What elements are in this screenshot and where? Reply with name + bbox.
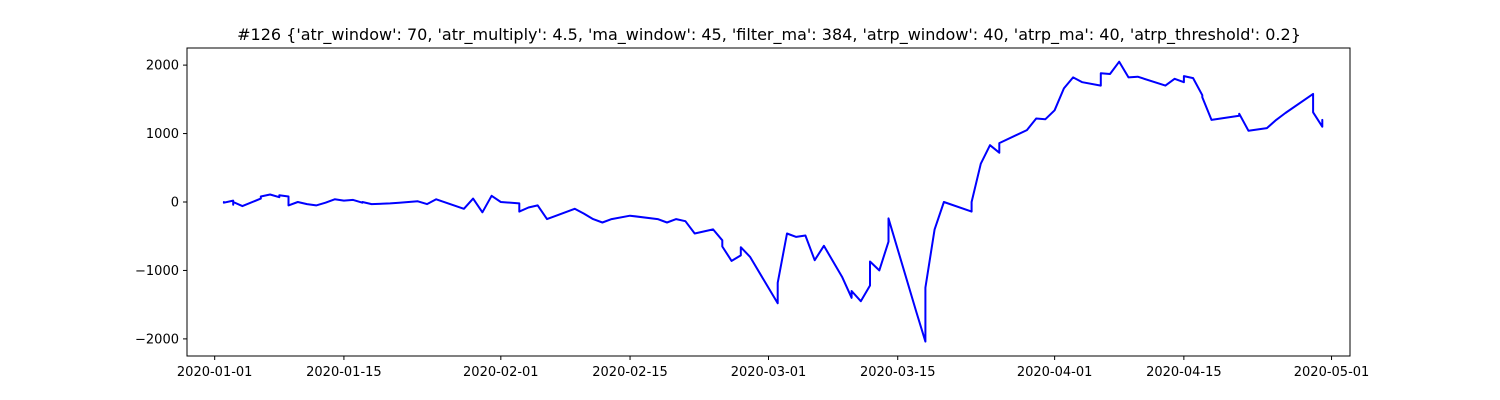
- y-tick-label: 1000: [146, 127, 179, 142]
- x-tick-label: 2020-04-01: [1017, 365, 1093, 380]
- y-tick-label: 2000: [146, 59, 179, 74]
- y-tick-label: 0: [171, 196, 179, 211]
- x-tick-label: 2020-01-01: [177, 365, 253, 380]
- x-tick-label: 2020-01-15: [306, 365, 382, 380]
- plot-frame: [186, 47, 1351, 357]
- x-tick-label: 2020-04-15: [1146, 365, 1222, 380]
- x-tick-label: 2020-02-15: [592, 365, 668, 380]
- x-axis-ticks: 2020-01-01 2020-01-15 2020-02-01 2020-02-15…: [177, 356, 1369, 380]
- chart-title: #126 {'atr_window': 70, 'atr_multiply': …: [237, 25, 1301, 45]
- y-tick-label: −2000: [135, 332, 179, 347]
- series-layer: [222, 60, 1324, 343]
- series-line: [222, 60, 1324, 343]
- y-tick-label: −1000: [135, 264, 179, 279]
- x-tick-label: 2020-03-01: [731, 365, 807, 380]
- x-tick-label: 2020-02-01: [463, 365, 539, 380]
- x-tick-label: 2020-03-15: [860, 365, 936, 380]
- y-axis-ticks: −2000 −1000 0 1000 2000: [135, 59, 187, 347]
- x-tick-label: 2020-05-01: [1294, 365, 1370, 380]
